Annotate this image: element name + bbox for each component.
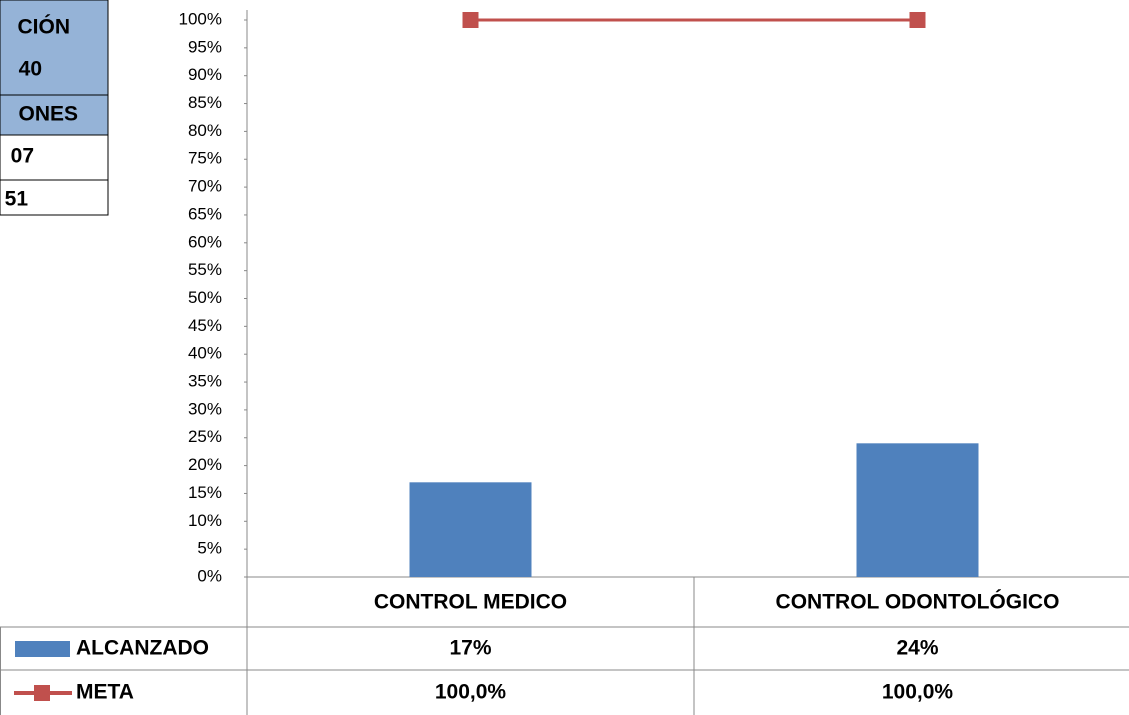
side-cell	[0, 179, 109, 216]
y-tick-label: 85%	[188, 93, 222, 112]
y-tick-label: 15%	[188, 483, 222, 502]
y-tick-label: 65%	[188, 204, 222, 223]
marker	[909, 12, 926, 28]
x-tick-label: CONTROL MEDICO	[374, 591, 567, 614]
side-cell	[0, 94, 109, 136]
y-tick-label: 20%	[188, 455, 222, 474]
bar	[409, 482, 532, 577]
y-tick-label: 60%	[188, 232, 222, 251]
value-label: 24%	[896, 637, 938, 660]
y-tick-label: 90%	[188, 65, 222, 84]
y-tick-label: 100%	[179, 9, 222, 28]
side-cell	[0, 134, 109, 181]
table-lines	[0, 10, 1129, 715]
y-tick-label: 55%	[188, 260, 222, 279]
x-tick-label: CONTROL ODONTOLÓGICO	[776, 590, 1060, 614]
y-tick-label: 95%	[188, 37, 222, 56]
y-tick-label: 80%	[188, 121, 222, 140]
marker	[462, 12, 479, 28]
y-tick-label: 5%	[197, 539, 222, 558]
y-tick-label: 30%	[188, 399, 222, 418]
y-tick-label: 45%	[188, 316, 222, 335]
y-tick-label: 40%	[188, 344, 222, 363]
value-label: 100,0%	[882, 681, 954, 704]
side-text: ONES	[18, 103, 78, 126]
side-text: 51	[5, 188, 29, 211]
legend-label: META	[76, 681, 134, 704]
legend-key	[34, 685, 50, 701]
y-tick-label: 50%	[188, 288, 222, 307]
bar	[856, 443, 979, 577]
y-tick-label: 75%	[188, 149, 222, 168]
y-tick-label: 25%	[188, 427, 222, 446]
legend-label: ALCANZADO	[76, 637, 209, 660]
side-text: 07	[11, 145, 34, 168]
y-tick-label: 70%	[188, 177, 222, 196]
y-tick-label: 10%	[188, 511, 222, 530]
side-cell	[0, 0, 109, 96]
value-label: 100,0%	[435, 681, 507, 704]
legend-key	[15, 641, 70, 657]
y-tick-label: 35%	[188, 372, 222, 391]
value-label: 17%	[449, 637, 491, 660]
side-text: CIÓN	[18, 15, 71, 39]
side-text: 40	[19, 58, 42, 81]
y-tick-label: 0%	[197, 566, 222, 585]
